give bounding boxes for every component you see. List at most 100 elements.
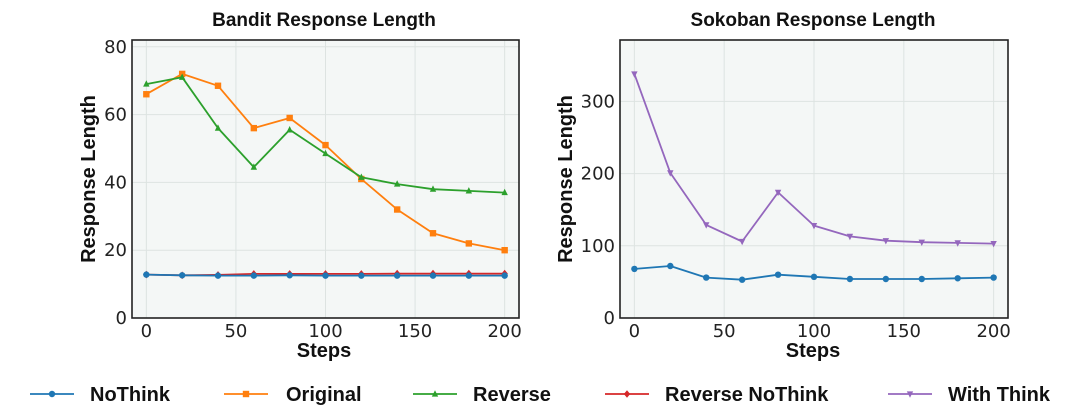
bandit-x-tick-label: 0 xyxy=(141,321,152,342)
bandit-point-nothink xyxy=(358,272,365,279)
bandit-y-tick-label: 0 xyxy=(116,308,127,329)
sokoban-y-tick-label: 300 xyxy=(581,91,615,112)
sokoban-point-with-think xyxy=(846,233,854,241)
sokoban-x-tick-label: 200 xyxy=(976,321,1010,342)
bandit-y-tick-label: 60 xyxy=(104,105,127,126)
legend-swatch-nothink xyxy=(30,390,74,398)
sokoban-y-tick-label: 100 xyxy=(581,236,615,257)
bandit-x-axis-label: Steps xyxy=(297,340,351,362)
bandit-point-original xyxy=(322,141,329,149)
legend-marker-reverse xyxy=(431,390,439,397)
bandit-y-tick-label: 40 xyxy=(104,172,127,193)
sokoban-point-with-think xyxy=(774,189,782,197)
bandit-y-tick-label: 20 xyxy=(104,240,127,261)
bandit-point-reverse xyxy=(250,163,258,170)
sokoban-series xyxy=(631,71,997,283)
sokoban-chart-title: Sokoban Response Length xyxy=(691,10,936,31)
legend-label-with-think: With Think xyxy=(948,384,1051,406)
sokoban-point-with-think xyxy=(810,222,818,230)
bandit-series xyxy=(143,70,508,280)
sokoban-x-tick-label: 100 xyxy=(797,321,831,342)
bandit-x-tick-label: 100 xyxy=(308,321,342,342)
legend-entry-reverse-nothink: Reverse NoThink xyxy=(605,384,829,406)
sokoban-point-nothink xyxy=(667,262,674,270)
sokoban-point-nothink xyxy=(774,271,782,278)
sokoban-point-nothink xyxy=(631,265,638,273)
sokoban-point-with-think xyxy=(882,238,890,245)
sokoban-point-with-think xyxy=(631,71,638,78)
bandit-point-original xyxy=(393,206,401,213)
bandit-ticks: 0 50 100 150 200 0 20 40 60 80 xyxy=(104,37,522,342)
bandit-point-nothink xyxy=(322,272,329,279)
bandit-point-nothink xyxy=(429,272,437,279)
bandit-chart-title: Bandit Response Length xyxy=(212,10,436,31)
legend-label-nothink: NoThink xyxy=(90,384,171,406)
legend-marker-original xyxy=(242,390,250,398)
sokoban-point-nothink xyxy=(846,275,854,283)
bandit-point-nothink xyxy=(250,272,258,279)
sokoban-chart: Sokoban Response Length 0 50 100 150 200 0 100… xyxy=(555,10,1011,362)
sokoban-point-with-think xyxy=(738,238,746,246)
legend-label-reverse-nothink: Reverse NoThink xyxy=(665,384,829,406)
bandit-point-reverse xyxy=(358,173,365,180)
bandit-point-reverse xyxy=(322,149,329,157)
sokoban-point-nothink xyxy=(918,275,925,283)
sokoban-ticks: 0 50 100 150 200 0 100 200 300 xyxy=(581,91,1011,342)
sokoban-point-nothink xyxy=(738,276,746,283)
bandit-point-nothink xyxy=(393,272,401,279)
bandit-point-original xyxy=(250,124,258,132)
bandit-point-reverse xyxy=(143,80,150,87)
legend-marker-nothink xyxy=(48,390,56,398)
sokoban-point-nothink xyxy=(810,273,818,281)
bandit-point-reverse xyxy=(501,188,508,196)
sokoban-y-axis-label: Response Length xyxy=(555,95,577,263)
bandit-point-reverse xyxy=(286,126,293,133)
sokoban-x-tick-label: 50 xyxy=(713,321,736,342)
bandit-x-tick-label: 150 xyxy=(398,321,432,342)
bandit-point-nothink xyxy=(214,272,222,279)
bandit-point-reverse xyxy=(429,185,437,192)
legend-entry-nothink: NoThink xyxy=(30,384,171,406)
legend: NoThink Original Reverse Reverse NoThink… xyxy=(30,384,1051,406)
sokoban-x-axis-label: Steps xyxy=(786,340,840,362)
bandit-point-original xyxy=(429,230,437,237)
legend-swatch-with-think xyxy=(888,391,932,398)
bandit-point-original xyxy=(286,114,293,122)
bandit-y-axis-label: Response Length xyxy=(78,95,100,263)
sokoban-point-with-think xyxy=(667,170,674,177)
legend-swatch-original xyxy=(224,390,268,398)
bandit-point-nothink xyxy=(178,272,186,279)
legend-marker-with-think xyxy=(906,391,914,398)
sokoban-grid xyxy=(620,40,1008,319)
legend-marker-reverse-nothink xyxy=(623,390,631,398)
bandit-point-reverse xyxy=(178,73,186,80)
bandit-point-reverse xyxy=(393,180,401,187)
legend-label-reverse: Reverse xyxy=(473,384,551,406)
bandit-point-original xyxy=(501,246,508,254)
bandit-plot-frame xyxy=(131,39,520,319)
bandit-x-tick-label: 50 xyxy=(224,321,247,342)
bandit-chart: Bandit Response Length 0 50 100 150 200 0 20 40… xyxy=(78,10,522,362)
bandit-point-reverse xyxy=(465,187,473,194)
bandit-point-nothink xyxy=(286,272,293,279)
legend-entry-original: Original xyxy=(224,384,362,406)
sokoban-point-with-think xyxy=(918,239,925,246)
sokoban-point-with-think xyxy=(703,222,710,229)
bandit-point-original xyxy=(465,240,473,247)
sokoban-x-tick-label: 150 xyxy=(887,321,921,342)
sokoban-plot-frame xyxy=(619,39,1009,319)
sokoban-point-with-think xyxy=(990,241,997,248)
sokoban-y-tick-label: 0 xyxy=(604,308,615,329)
sokoban-point-with-think xyxy=(954,240,961,247)
bandit-x-tick-label: 200 xyxy=(487,321,521,342)
bandit-point-nothink xyxy=(465,272,473,279)
legend-swatch-reverse xyxy=(413,390,457,397)
sokoban-x-tick-label: 0 xyxy=(629,321,640,342)
legend-swatch-reverse-nothink xyxy=(605,390,649,398)
sokoban-y-tick-label: 200 xyxy=(581,164,615,185)
bandit-point-original xyxy=(214,82,222,89)
bandit-point-reverse xyxy=(214,124,222,131)
sokoban-point-nothink xyxy=(990,274,997,281)
bandit-point-nothink xyxy=(143,271,150,278)
